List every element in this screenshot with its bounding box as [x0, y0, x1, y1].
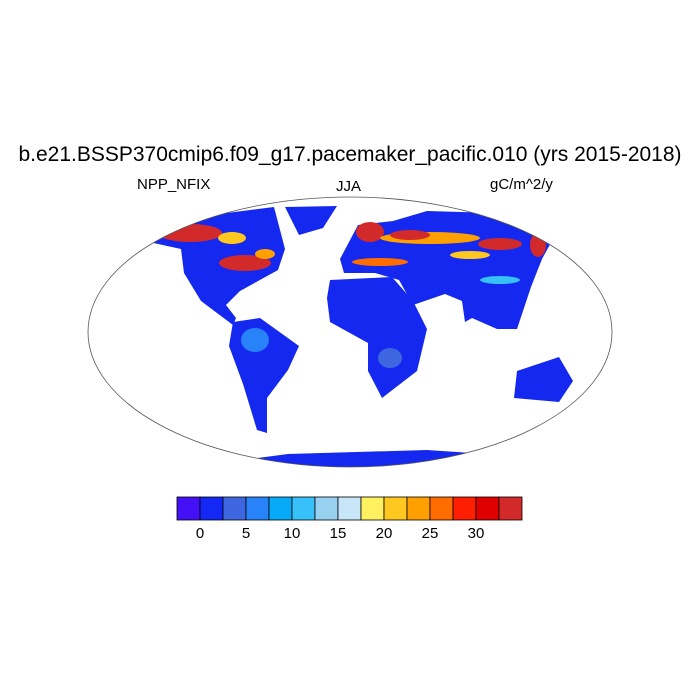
- colorbar-box: [360, 496, 385, 521]
- value-patch: [530, 233, 546, 257]
- colorbar-box: [314, 496, 339, 521]
- africa: [327, 277, 427, 398]
- colorbar-box: [222, 496, 247, 521]
- colorbar-box: [383, 496, 408, 521]
- high-values-overlay: [158, 222, 546, 368]
- australia: [514, 357, 573, 402]
- colorbar-box: [429, 496, 454, 521]
- colorbar-tick-label: 20: [375, 525, 393, 542]
- value-patch: [356, 222, 384, 242]
- value-patch: [378, 348, 402, 368]
- value-patch: [158, 224, 222, 242]
- value-patch: [255, 249, 275, 259]
- colorbar-box: [245, 496, 270, 521]
- colorbar-box: [176, 496, 201, 521]
- units-label: gC/m^2/y: [490, 176, 553, 193]
- colorbar-tick-label: 15: [329, 525, 347, 542]
- greenland: [285, 206, 337, 235]
- colorbar-tick-label: 30: [467, 525, 485, 542]
- colorbar-box: [498, 496, 523, 521]
- value-patch: [390, 230, 430, 240]
- season-label: JJA: [336, 178, 362, 195]
- colorbar-tick-label: 25: [421, 525, 439, 542]
- variable-label: NPP_NFIX: [137, 176, 211, 193]
- colorbar-tick-label: 0: [195, 525, 205, 542]
- colorbar-box: [268, 496, 293, 521]
- map-outline: [87, 196, 613, 468]
- colorbar: [176, 496, 523, 521]
- value-patch: [241, 328, 269, 352]
- value-patch: [480, 276, 520, 284]
- value-patch: [352, 258, 408, 266]
- value-patch: [218, 232, 246, 244]
- value-patch: [219, 255, 271, 271]
- plot-title: b.e21.BSSP370cmip6.f09_g17.pacemaker_pac…: [18, 143, 682, 166]
- colorbar-tick-label: 5: [241, 525, 251, 542]
- value-patch: [478, 238, 522, 250]
- colorbar-box: [475, 496, 500, 521]
- value-patch: [450, 251, 490, 259]
- colorbar-box: [199, 496, 224, 521]
- colorbar-box: [291, 496, 316, 521]
- colorbar-box: [337, 496, 362, 521]
- colorbar-box: [452, 496, 477, 521]
- colorbar-tick-label: 10: [283, 525, 301, 542]
- colorbar-box: [406, 496, 431, 521]
